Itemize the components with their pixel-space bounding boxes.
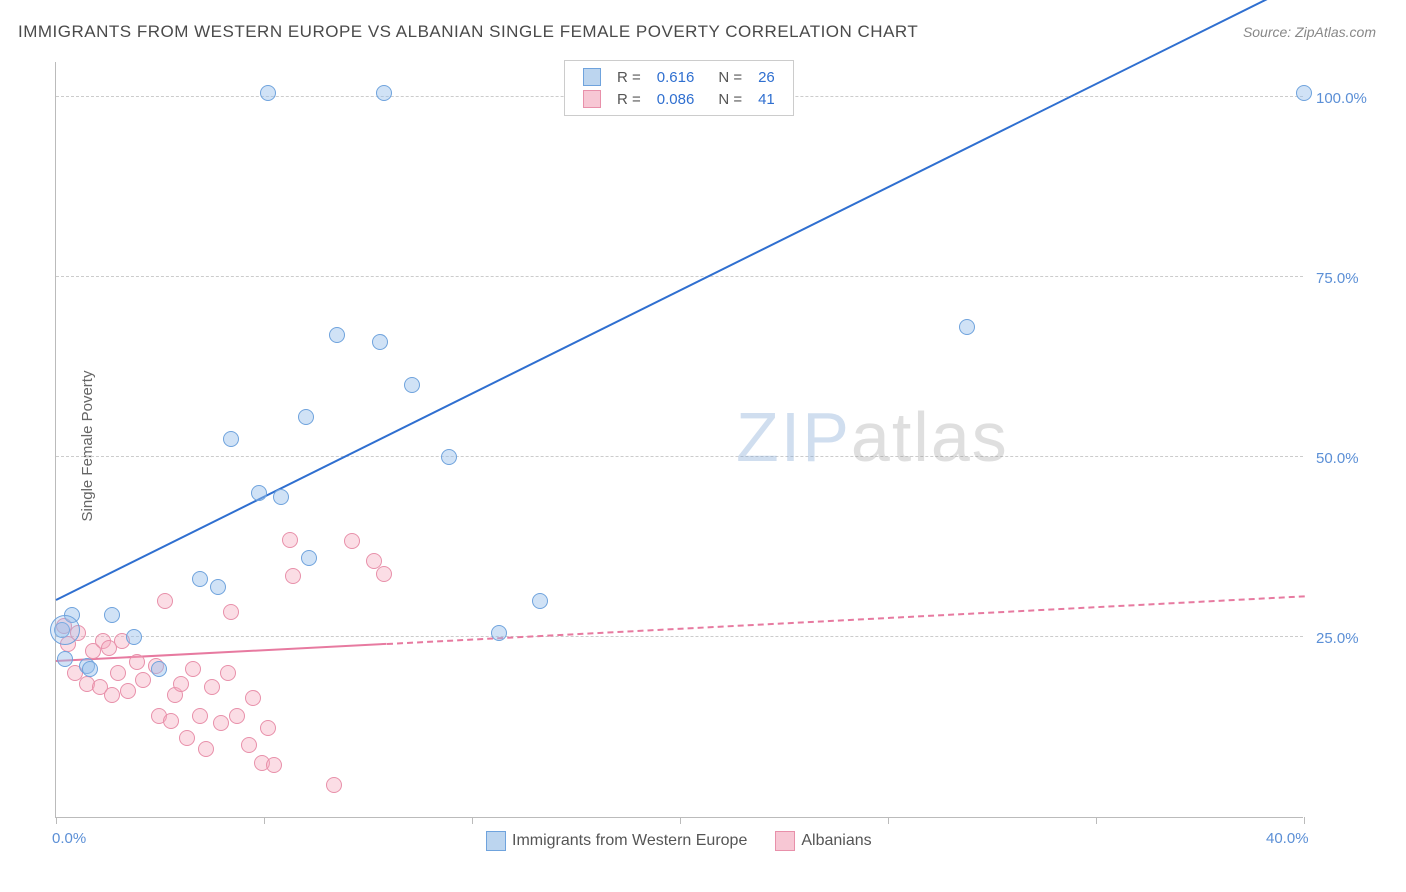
legend-swatch — [583, 90, 601, 108]
legend-swatch — [486, 831, 506, 851]
source-label: Source: ZipAtlas.com — [1243, 24, 1376, 40]
legend-r-label: R = — [609, 66, 649, 88]
data-point — [135, 672, 151, 688]
data-point — [260, 720, 276, 736]
trend-line — [387, 595, 1304, 645]
y-tick-label: 75.0% — [1316, 270, 1359, 287]
data-point — [285, 568, 301, 584]
data-point — [192, 708, 208, 724]
y-tick-label: 50.0% — [1316, 450, 1359, 467]
series-legend: Immigrants from Western Europe Albanians — [486, 831, 900, 851]
data-point — [185, 661, 201, 677]
data-point — [223, 431, 239, 447]
data-point — [1296, 85, 1312, 101]
x-tick-label: 40.0% — [1266, 830, 1309, 847]
legend-n-value: 41 — [750, 88, 783, 110]
data-point — [326, 777, 342, 793]
y-tick-label: 25.0% — [1316, 630, 1359, 647]
data-point — [282, 532, 298, 548]
legend-swatch — [775, 831, 795, 851]
data-point — [173, 676, 189, 692]
data-point — [404, 377, 420, 393]
gridline — [56, 636, 1303, 637]
data-point — [441, 449, 457, 465]
correlation-legend: R =0.616N =26 R =0.086N =41 — [564, 60, 794, 116]
data-point — [151, 661, 167, 677]
x-tick — [888, 817, 889, 824]
gridline — [56, 456, 1303, 457]
data-point — [376, 85, 392, 101]
data-point — [220, 665, 236, 681]
x-tick — [1096, 817, 1097, 824]
legend-n-value: 26 — [750, 66, 783, 88]
data-point — [959, 319, 975, 335]
data-point — [192, 571, 208, 587]
data-point — [372, 334, 388, 350]
data-point — [157, 593, 173, 609]
data-point — [344, 533, 360, 549]
legend-series-label: Albanians — [801, 832, 871, 849]
x-tick — [472, 817, 473, 824]
data-point — [376, 566, 392, 582]
data-point — [298, 409, 314, 425]
x-tick-label: 0.0% — [52, 830, 86, 847]
data-point — [241, 737, 257, 753]
gridline — [56, 276, 1303, 277]
plot-area: 25.0%50.0%75.0%100.0%0.0%40.0%ZIPatlasR … — [55, 62, 1303, 818]
watermark: ZIPatlas — [736, 397, 1009, 477]
data-point — [301, 550, 317, 566]
data-point — [251, 485, 267, 501]
x-tick — [56, 817, 57, 824]
data-point — [126, 629, 142, 645]
data-point — [273, 489, 289, 505]
legend-n-label: N = — [702, 88, 750, 110]
data-point — [50, 615, 80, 645]
data-point — [179, 730, 195, 746]
data-point — [491, 625, 507, 641]
data-point — [245, 690, 261, 706]
data-point — [213, 715, 229, 731]
data-point — [329, 327, 345, 343]
data-point — [204, 679, 220, 695]
data-point — [266, 757, 282, 773]
data-point — [120, 683, 136, 699]
data-point — [532, 593, 548, 609]
data-point — [104, 607, 120, 623]
data-point — [129, 654, 145, 670]
data-point — [198, 741, 214, 757]
chart-title: IMMIGRANTS FROM WESTERN EUROPE VS ALBANI… — [18, 22, 918, 42]
data-point — [229, 708, 245, 724]
data-point — [260, 85, 276, 101]
legend-swatch — [583, 68, 601, 86]
legend-r-value: 0.086 — [649, 88, 703, 110]
data-point — [104, 687, 120, 703]
x-tick — [264, 817, 265, 824]
legend-r-value: 0.616 — [649, 66, 703, 88]
legend-series-label: Immigrants from Western Europe — [512, 832, 747, 849]
x-tick — [1304, 817, 1305, 824]
data-point — [82, 661, 98, 677]
y-tick-label: 100.0% — [1316, 90, 1367, 107]
legend-n-label: N = — [702, 66, 750, 88]
data-point — [163, 713, 179, 729]
data-point — [110, 665, 126, 681]
x-tick — [680, 817, 681, 824]
data-point — [57, 651, 73, 667]
data-point — [210, 579, 226, 595]
data-point — [223, 604, 239, 620]
legend-r-label: R = — [609, 88, 649, 110]
